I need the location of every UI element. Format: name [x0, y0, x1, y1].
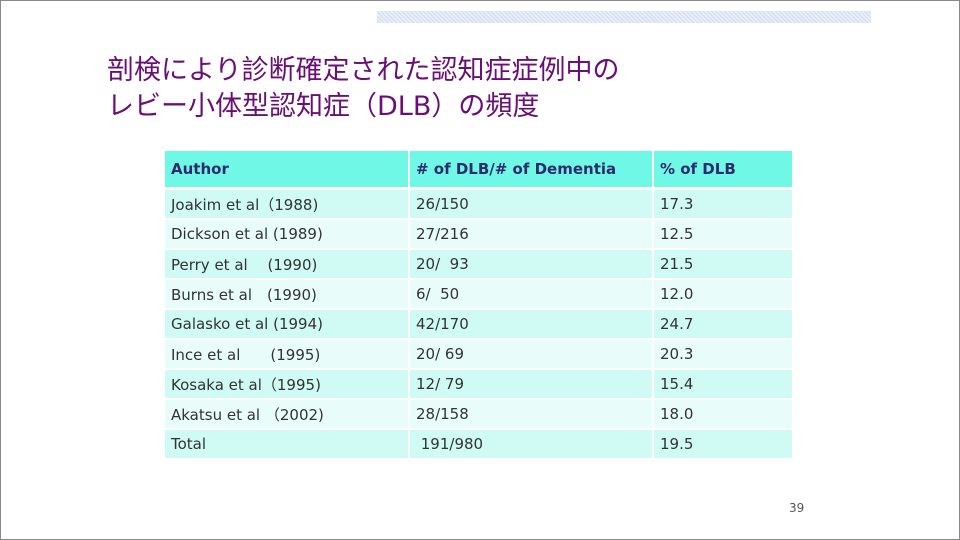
slide-title-line-2: レビー小体型認知症（DLB）の頻度: [107, 91, 540, 122]
cell-author: Kosaka et al（1995): [165, 369, 410, 400]
table-row: Akatsu et al （2002) 28/158 18.0: [165, 399, 792, 430]
cell-author: Perry et al (1990): [165, 249, 410, 280]
top-decorative-band: [377, 11, 871, 23]
cell-dlb-percent: 18.0: [653, 399, 792, 430]
table-row: Perry et al (1990) 20/ 93 21.5: [165, 249, 792, 280]
cell-dlb-count: 28/158: [409, 399, 654, 430]
cell-author: Galasko et al (1994): [165, 309, 410, 340]
cell-dlb-percent: 19.5: [653, 429, 792, 460]
cell-dlb-count: 191/980: [409, 429, 654, 460]
cell-author: Dickson et al (1989): [165, 219, 410, 250]
table-row: Burns et al (1990) 6/ 50 12.0: [165, 279, 792, 310]
table-row: Galasko et al (1994) 42/170 24.7: [165, 309, 792, 340]
cell-dlb-count: 42/170: [409, 309, 654, 340]
table-row: Joakim et al（1988) 26/150 17.3: [165, 188, 792, 220]
table-row: Kosaka et al（1995) 12/ 79 15.4: [165, 369, 792, 400]
slide-title-line-1: 剖検により診断確定された認知症症例中の: [107, 55, 620, 86]
cell-dlb-count: 20/ 69: [409, 339, 654, 370]
page-number: 39: [789, 501, 805, 515]
table-row: Dickson et al (1989) 27/216 12.5: [165, 219, 792, 250]
slide-title: 剖検により診断確定された認知症症例中の レビー小体型認知症（DLB）の頻度: [107, 53, 807, 125]
cell-dlb-count: 6/ 50: [409, 279, 654, 310]
cell-dlb-count: 12/ 79: [409, 369, 654, 400]
dlb-frequency-table: Author # of DLB/# of Dementia % of DLB J…: [165, 151, 792, 460]
cell-dlb-percent: 17.3: [653, 188, 792, 220]
cell-dlb-count: 27/216: [409, 219, 654, 250]
cell-dlb-percent: 12.0: [653, 279, 792, 310]
cell-dlb-percent: 21.5: [653, 249, 792, 280]
header-dlb-percent: % of DLB: [653, 151, 792, 190]
table-row: Ince et al (1995) 20/ 69 20.3: [165, 339, 792, 370]
header-author: Author: [165, 151, 410, 190]
cell-dlb-count: 26/150: [409, 188, 654, 220]
cell-dlb-percent: 20.3: [653, 339, 792, 370]
cell-author: Burns et al (1990): [165, 279, 410, 310]
cell-author: Ince et al (1995): [165, 339, 410, 370]
table-row-total: Total 191/980 19.5: [165, 429, 792, 460]
cell-author: Akatsu et al （2002): [165, 399, 410, 430]
cell-dlb-percent: 12.5: [653, 219, 792, 250]
cell-author: Joakim et al（1988): [165, 188, 410, 220]
cell-author: Total: [165, 429, 410, 460]
cell-dlb-percent: 15.4: [653, 369, 792, 400]
header-dlb-count: # of DLB/# of Dementia: [409, 151, 654, 190]
cell-dlb-count: 20/ 93: [409, 249, 654, 280]
table-header-row: Author # of DLB/# of Dementia % of DLB: [165, 151, 792, 190]
cell-dlb-percent: 24.7: [653, 309, 792, 340]
